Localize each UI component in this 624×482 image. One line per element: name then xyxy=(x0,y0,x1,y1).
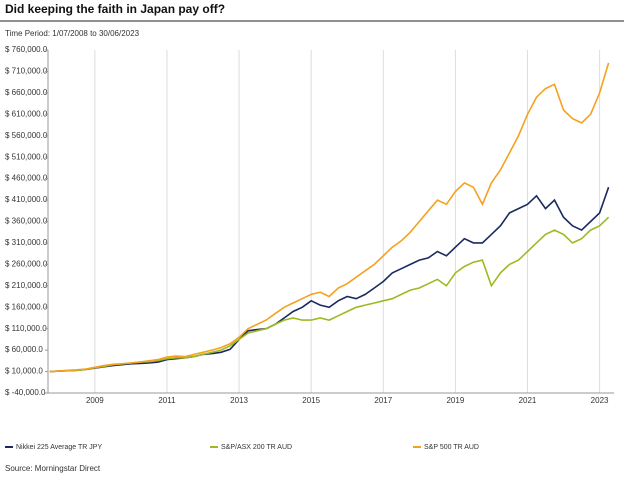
x-tick-label: 2013 xyxy=(230,396,248,405)
y-tick-label: $ 60,000.0 xyxy=(5,345,43,354)
y-tick-label: $ 410,000.0 xyxy=(5,195,48,204)
y-tick-label: $ -40,000.0 xyxy=(5,388,46,397)
legend-label: S&P 500 TR AUD xyxy=(424,444,479,451)
y-tick-label: $ 360,000.0 xyxy=(5,217,48,226)
x-tick-label: 2011 xyxy=(158,396,176,405)
y-tick-label: $ 160,000.0 xyxy=(5,302,48,311)
chart-subtitle: Time Period: 1/07/2008 to 30/06/2023 xyxy=(5,29,140,38)
y-tick-label: $ 560,000.0 xyxy=(5,131,48,140)
legend-label: S&P/ASX 200 TR AUD xyxy=(221,444,292,451)
y-tick-label: $ 310,000.0 xyxy=(5,238,48,247)
series-line xyxy=(49,186,610,373)
y-tick-label: $ 760,000.0 xyxy=(5,45,48,54)
x-tick-label: 2009 xyxy=(86,396,104,405)
chart-title: Did keeping the faith in Japan pay off? xyxy=(5,2,225,16)
series-line xyxy=(49,62,610,373)
x-tick-label: 2019 xyxy=(446,396,464,405)
y-tick-label: $ 260,000.0 xyxy=(5,259,48,268)
y-tick-label: $ 660,000.0 xyxy=(5,88,48,97)
y-tick-label: $ 110,000.0 xyxy=(5,324,47,333)
y-tick-label: $ 610,000.0 xyxy=(5,109,48,118)
x-tick-label: 2021 xyxy=(519,396,537,405)
y-tick-label: $ 10,000.0 xyxy=(5,367,43,376)
y-tick-label: $ 460,000.0 xyxy=(5,174,48,183)
x-tick-label: 2015 xyxy=(302,396,320,405)
x-tick-label: 2017 xyxy=(374,396,392,405)
y-tick-label: $ 510,000.0 xyxy=(5,152,48,161)
y-tick-label: $ 210,000.0 xyxy=(5,281,48,290)
x-tick-label: 2023 xyxy=(591,396,609,405)
y-tick-label: $ 710,000.0 xyxy=(5,67,48,76)
series-line xyxy=(49,216,610,373)
legend-label: Nikkei 225 Average TR JPY xyxy=(16,444,102,451)
source-note: Source: Morningstar Direct xyxy=(5,464,101,473)
